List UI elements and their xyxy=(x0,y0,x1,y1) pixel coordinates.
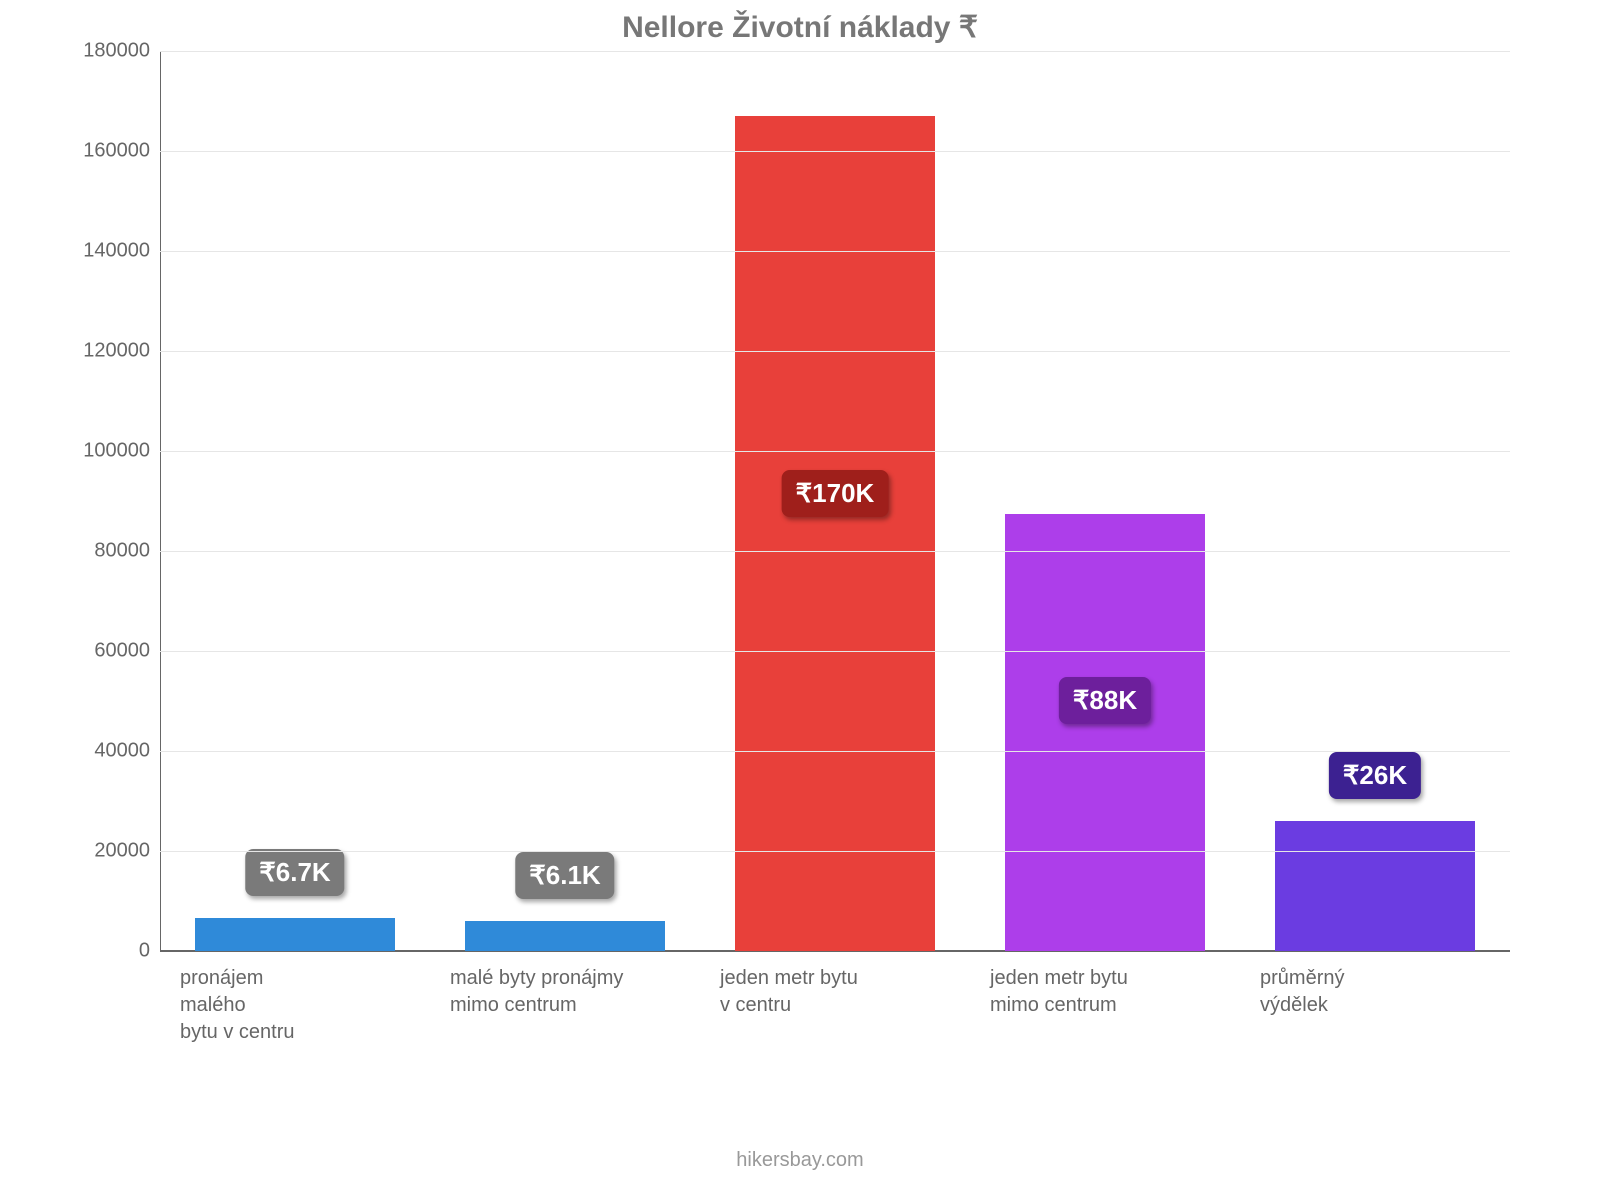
y-tick-label: 140000 xyxy=(50,240,150,263)
attribution-text: hikersbay.com xyxy=(0,1149,1600,1172)
value-badge: ₹6.1K xyxy=(515,852,614,899)
grid-line xyxy=(160,551,1510,552)
y-tick-label: 160000 xyxy=(50,140,150,163)
bar: ₹88K xyxy=(1005,514,1205,952)
plot-area: ₹6.7K₹6.1K₹170K₹88K₹26K 0200004000060000… xyxy=(160,51,1510,951)
bar: ₹6.1K xyxy=(465,921,665,952)
value-badge: ₹26K xyxy=(1329,752,1421,799)
grid-line xyxy=(160,51,1510,52)
grid-line xyxy=(160,351,1510,352)
x-axis-label: pronájemmaléhobytu v centru xyxy=(160,965,430,1046)
bar-slot: ₹6.1K xyxy=(430,51,700,951)
chart-title: Nellore Životní náklady ₹ xyxy=(50,10,1550,45)
value-badge: ₹6.7K xyxy=(245,849,344,896)
bar-slot: ₹88K xyxy=(970,51,1240,951)
y-tick-label: 120000 xyxy=(50,340,150,363)
y-tick-label: 20000 xyxy=(50,840,150,863)
y-tick-label: 180000 xyxy=(50,40,150,63)
bar-slot: ₹6.7K xyxy=(160,51,430,951)
y-tick-label: 40000 xyxy=(50,740,150,763)
grid-line xyxy=(160,851,1510,852)
grid-line xyxy=(160,951,1510,952)
y-tick-label: 0 xyxy=(50,940,150,963)
x-labels-row: pronájemmaléhobytu v centrumalé byty pro… xyxy=(160,965,1510,1046)
grid-line xyxy=(160,651,1510,652)
grid-line xyxy=(160,251,1510,252)
grid-line xyxy=(160,751,1510,752)
chart-container: Nellore Životní náklady ₹ ₹6.7K ₹6.1K ₹170… xyxy=(50,10,1550,1110)
x-axis-label: průměrnývýdělek xyxy=(1240,965,1510,1046)
y-tick-label: 100000 xyxy=(50,440,150,463)
bar: ₹170K xyxy=(735,116,935,951)
x-axis-label: malé byty pronájmymimo centrum xyxy=(430,965,700,1046)
value-badge: ₹170K xyxy=(782,470,889,517)
x-axis-label: jeden metr bytumimo centrum xyxy=(970,965,1240,1046)
y-tick-label: 80000 xyxy=(50,540,150,563)
bars-group: ₹6.7K ₹6.1K ₹170K ₹88K ₹26K xyxy=(160,51,1510,951)
x-axis-label: jeden metr bytuv centru xyxy=(700,965,970,1046)
bar-slot: ₹26K xyxy=(1240,51,1510,951)
grid-line xyxy=(160,151,1510,152)
bar: ₹6.7K xyxy=(195,918,395,952)
value-badge: ₹88K xyxy=(1059,677,1151,724)
bar: ₹26K xyxy=(1275,821,1475,951)
y-tick-label: 60000 xyxy=(50,640,150,663)
grid-line xyxy=(160,451,1510,452)
bar-slot: ₹170K xyxy=(700,51,970,951)
